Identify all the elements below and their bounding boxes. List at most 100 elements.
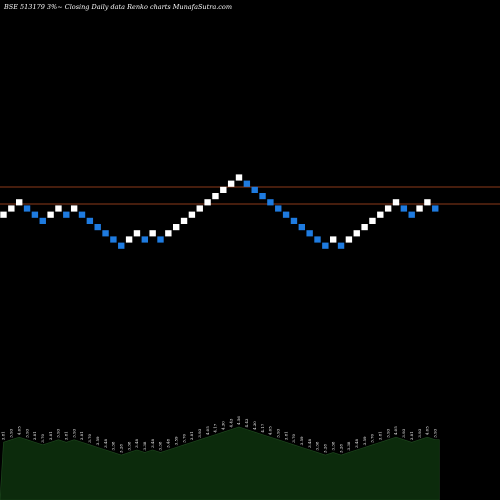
volume-label: 3.93 — [275, 428, 280, 437]
renko-brick-up — [8, 205, 15, 212]
renko-brick-down — [314, 236, 321, 243]
renko-brick-down — [322, 242, 329, 249]
renko-brick-down — [23, 205, 31, 212]
renko-brick-down — [39, 217, 46, 224]
volume-label: 3.59 — [95, 436, 100, 445]
volume-label: 3.81 — [48, 431, 53, 440]
volume-label: 3.38 — [142, 441, 147, 450]
renko-brick-up — [377, 211, 384, 218]
volume-label: 3.93 — [24, 428, 29, 437]
reference-lines — [0, 186, 500, 205]
volume-label: 3.48 — [134, 439, 139, 448]
renko-brick-down — [31, 211, 39, 218]
renko-brick-up — [384, 205, 392, 212]
renko-brick-up — [212, 193, 219, 200]
renko-brick-up — [16, 199, 23, 206]
volume-label: 3.48 — [166, 439, 171, 448]
volume-label: 3.59 — [362, 436, 367, 445]
renko-brick-up — [416, 205, 423, 212]
volume-label: 3.93 — [56, 428, 61, 437]
volume-label: 3.48 — [150, 439, 155, 448]
renko-brick-up — [188, 211, 196, 218]
volume-label: 3.38 — [330, 441, 335, 450]
renko-brick-up — [369, 217, 376, 224]
volume-label: 3.81 — [79, 431, 84, 440]
volume-label: 4.05 — [393, 426, 398, 435]
renko-brick-down — [102, 230, 109, 237]
volume-label: 4.43 — [244, 418, 249, 427]
renko-brick-down — [259, 193, 266, 200]
renko-brick-down — [243, 180, 251, 187]
volume-label: 3.93 — [432, 428, 437, 437]
volume-label: 3.93 — [71, 428, 76, 437]
renko-brick-down — [157, 236, 164, 243]
renko-brick-down — [86, 217, 94, 224]
volume-label: 3.81 — [32, 431, 37, 440]
renko-brick-down — [275, 205, 282, 212]
volume-label: 4.17 — [213, 423, 218, 432]
renko-bricks — [0, 174, 439, 249]
renko-brick-down — [400, 205, 408, 212]
volume-label: 3.70 — [40, 433, 45, 442]
renko-brick-down — [432, 205, 439, 212]
volume-label: 3.93 — [401, 428, 406, 437]
volume-label: 3.38 — [158, 441, 163, 450]
renko-brick-down — [110, 236, 117, 243]
renko-brick-down — [63, 211, 70, 218]
volume-panel: 3.81 3.93 4.05 3.93 3.81 3.70 3.81 3.93 3.81 3.93… — [0, 416, 440, 500]
volume-label: 4.05 — [425, 426, 430, 435]
renko-brick-up — [235, 174, 243, 181]
renko-brick-up — [204, 199, 211, 206]
volume-label: 4.05 — [16, 426, 21, 435]
renko-brick-down — [251, 186, 258, 193]
renko-brick-up — [133, 230, 141, 237]
renko-brick-up — [180, 217, 188, 224]
volume-label: 3.70 — [291, 433, 296, 442]
renko-brick-down — [282, 211, 290, 218]
renko-brick-up — [165, 230, 172, 237]
volume-label: 3.81 — [64, 431, 69, 440]
volume-label: 3.38 — [346, 441, 351, 450]
volume-label: 3.81 — [1, 431, 6, 440]
volume-label: 3.93 — [9, 428, 14, 437]
renko-brick-up — [125, 236, 133, 243]
volume-label: 3.28 — [323, 444, 328, 453]
renko-brick-up — [330, 236, 337, 243]
volume-label: 3.59 — [173, 436, 178, 445]
volume-label: 3.93 — [417, 428, 422, 437]
renko-brick-down — [118, 242, 125, 249]
volume-label: 3.28 — [118, 444, 123, 453]
volume-label: 4.43 — [228, 418, 233, 427]
renko-brick-up — [361, 224, 368, 231]
renko-brick-down — [337, 242, 345, 249]
chart-title: BSE 513179 3%~ Closing Daily data Renko … — [3, 3, 232, 11]
renko-brick-up — [353, 230, 360, 237]
renko-brick-down — [408, 211, 415, 218]
volume-label: 3.28 — [338, 444, 343, 453]
volume-label: 3.48 — [103, 439, 108, 448]
renko-brick-up — [47, 211, 54, 218]
renko-brick-up — [227, 180, 235, 187]
renko-brick-up — [424, 199, 431, 206]
renko-brick-down — [94, 224, 101, 231]
renko-brick-up — [345, 236, 353, 243]
volume-label: 3.48 — [307, 439, 312, 448]
renko-brick-down — [306, 230, 313, 237]
renko-brick-up — [220, 186, 227, 193]
volume-label: 4.17 — [260, 423, 265, 432]
volume-label: 4.05 — [268, 426, 273, 435]
renko-brick-down — [298, 224, 305, 231]
volume-label: 3.38 — [126, 441, 131, 450]
renko-brick-down — [267, 199, 274, 206]
volume-label: 3.38 — [315, 441, 320, 450]
volume-label: 3.81 — [283, 431, 288, 440]
volume-label: 3.70 — [181, 433, 186, 442]
volume-label: 3.81 — [378, 431, 383, 440]
volume-label: 3.81 — [409, 431, 414, 440]
renko-brick-up — [0, 211, 7, 218]
volume-label: 3.59 — [299, 436, 304, 445]
volume-label: 4.56 — [236, 416, 241, 425]
renko-brick-down — [141, 236, 148, 243]
volume-label: 4.30 — [252, 421, 257, 430]
